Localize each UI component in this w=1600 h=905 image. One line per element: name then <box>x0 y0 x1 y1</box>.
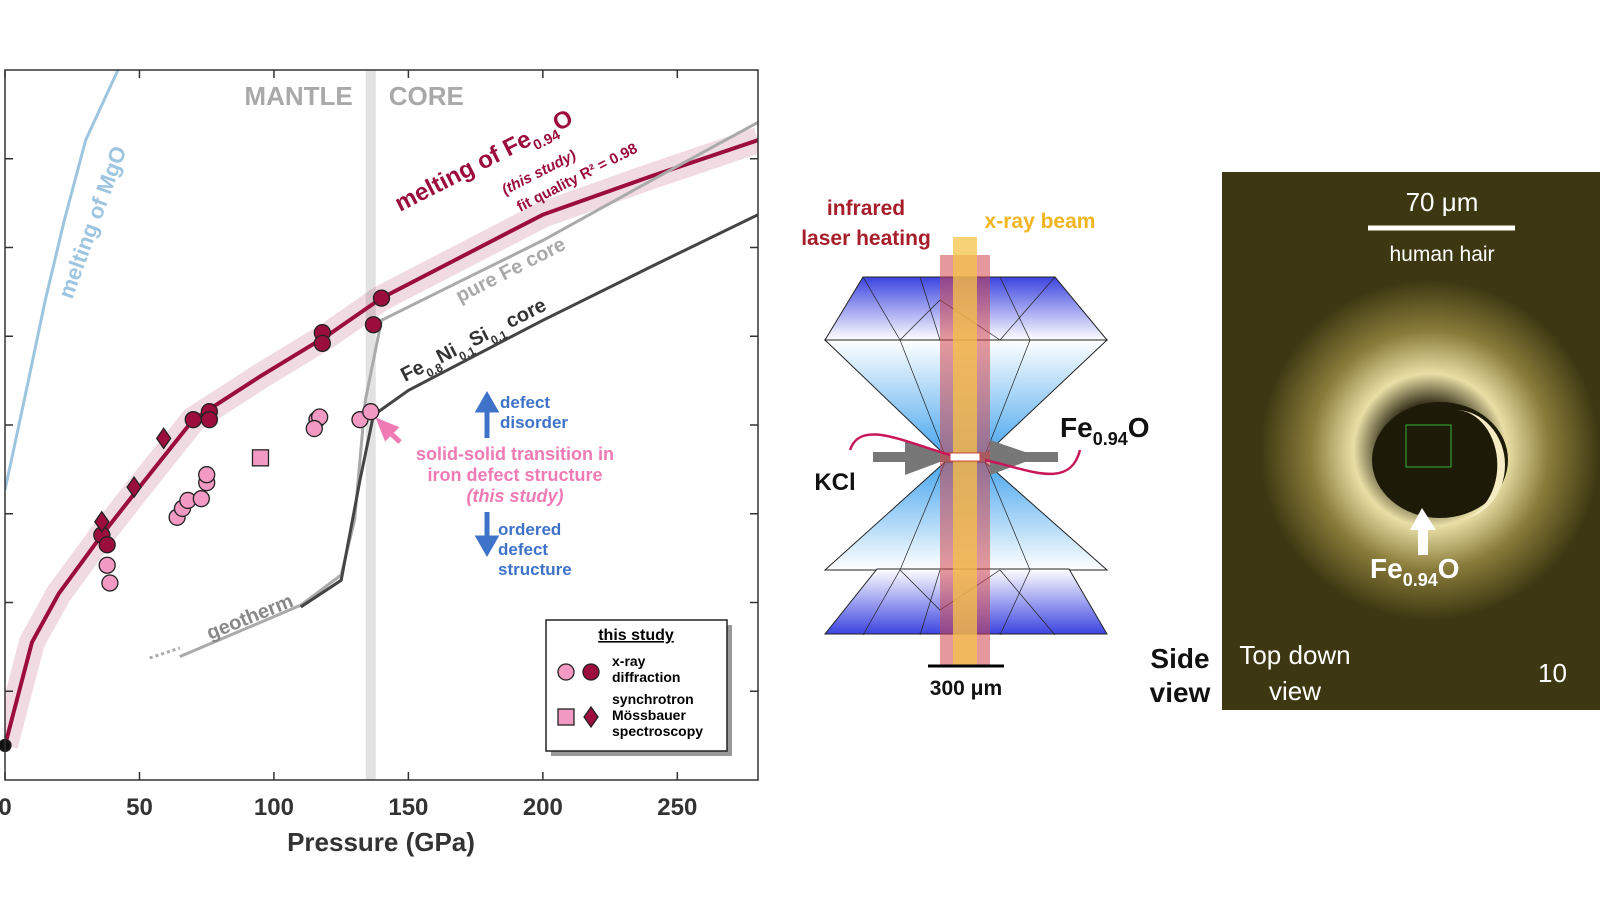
annotation: solid-solid transition in <box>416 444 614 464</box>
data-point <box>101 574 119 592</box>
x-tick-label: 0 <box>0 794 12 821</box>
arrow-up <box>474 390 500 438</box>
label: 70 μm <box>1406 187 1479 217</box>
sample-label: Fe0.94O <box>1370 553 1460 590</box>
gasket <box>990 440 1025 475</box>
sample-label: Fe0.94O <box>1060 412 1150 449</box>
label: infrared <box>827 197 905 220</box>
legend-label: x-ray diffraction <box>612 653 680 685</box>
data-point <box>305 419 323 438</box>
subscript: 0.94 <box>1093 429 1128 449</box>
region-label: MANTLE <box>244 81 352 111</box>
legend-title: this study <box>598 627 674 644</box>
data-point <box>155 427 172 450</box>
label: Side <box>1150 643 1209 674</box>
legend: this study x-ray diffraction synchrotron Mös… <box>545 619 732 756</box>
data-point <box>364 316 383 334</box>
arrow-down <box>474 512 500 558</box>
x-tick-label: 100 <box>254 794 294 821</box>
legend-marker <box>557 663 575 681</box>
anvil-diagram: infrared laser heating x-ray beam KCl 30… <box>801 197 1210 708</box>
data-point <box>198 466 216 484</box>
subscript: 0.8 <box>424 360 446 380</box>
label: 300 μm <box>930 677 1002 700</box>
label: x-ray beam <box>985 210 1096 233</box>
annotation: defect <box>500 393 550 412</box>
subscript: 0.1 <box>457 343 479 363</box>
microscope-photo: 70 μm human hair Top down view 10 Fe0.94… <box>1222 172 1600 710</box>
annotation: iron defect structure <box>427 465 602 485</box>
annotation: ordered <box>498 520 561 539</box>
curve <box>5 138 758 746</box>
annotation: geotherm <box>204 590 297 645</box>
annotation: structure <box>498 560 572 579</box>
x-tick-label: 50 <box>126 794 153 821</box>
x-tick-label: 150 <box>388 794 428 821</box>
legend-marker <box>557 708 575 726</box>
data-point <box>192 490 210 508</box>
text: Fe <box>1060 412 1093 443</box>
legend-box <box>545 619 728 752</box>
data-point <box>251 449 270 467</box>
x-tick-label: 200 <box>523 794 563 821</box>
subscript: 0.94 <box>1403 570 1438 590</box>
sample-arrow <box>984 449 1082 476</box>
selection-box <box>1405 424 1452 468</box>
geotherm-dots <box>149 646 181 660</box>
data-point <box>98 556 116 574</box>
text: Fe <box>1370 553 1403 584</box>
annotation: disorder <box>500 413 568 432</box>
label: view <box>1150 677 1211 708</box>
curves <box>5 70 758 749</box>
label: Top down <box>1239 640 1350 670</box>
data-point <box>372 289 391 307</box>
arrow-pink <box>375 417 402 444</box>
curve <box>299 213 758 609</box>
curve-label: Fe0.8Ni0.1Si0.1 core <box>397 294 552 391</box>
label: human hair <box>1389 243 1494 266</box>
data-point <box>126 475 142 499</box>
annotation: (this study) <box>467 486 564 506</box>
bright-crescent <box>1455 410 1505 520</box>
text: melting of Fe <box>390 125 535 217</box>
data-point <box>362 403 380 421</box>
arrow <box>1410 508 1436 555</box>
data-point <box>200 411 219 429</box>
data-point <box>94 510 110 533</box>
xray-beam <box>953 237 977 665</box>
subscript: 0.1 <box>488 327 510 347</box>
sample <box>949 452 981 462</box>
legend-label: synchrotron Mössbauer spectroscopy <box>612 691 703 739</box>
kcl-arrow <box>848 433 951 457</box>
x-axis-label: Pressure (GPa) <box>287 827 475 857</box>
data-point <box>313 334 331 353</box>
curve <box>179 121 758 659</box>
label: 10 <box>1538 658 1567 688</box>
label: view <box>1269 676 1321 706</box>
legend-marker <box>582 663 600 681</box>
text: O <box>1438 553 1460 584</box>
data-point <box>184 411 202 429</box>
curve <box>5 70 120 491</box>
region-label: CORE <box>389 81 464 111</box>
legend-marker <box>583 705 599 729</box>
facets <box>862 276 1056 636</box>
annotation: defect <box>498 540 548 559</box>
label: laser heating <box>801 227 931 250</box>
gasket <box>905 440 940 475</box>
label: KCl <box>814 469 855 496</box>
text: O <box>1128 412 1150 443</box>
data-point <box>98 536 116 554</box>
x-tick-label: 250 <box>657 794 697 821</box>
